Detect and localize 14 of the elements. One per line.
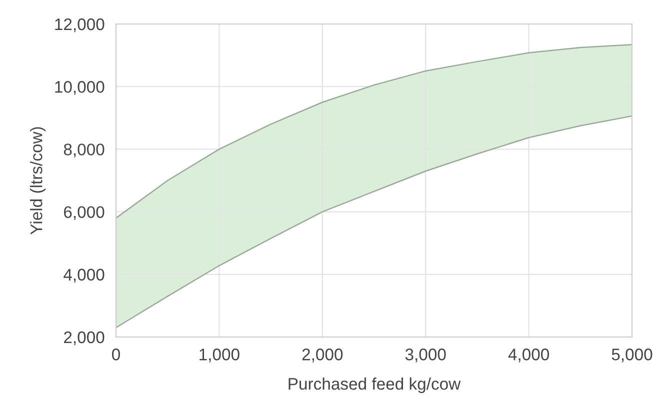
x-tick-label: 1,000 [200,348,240,362]
x-tick-label: 0 [112,348,120,360]
x-tick-label: 4,000 [508,348,550,362]
y-tick-label: 4,000 [64,268,104,283]
y-tick-label: 8,000 [64,144,104,158]
x-tick-label: 5,000 [612,348,652,362]
y-tick-label: 2,000 [64,331,104,346]
y-tick-label: 10,000 [55,81,104,95]
y-tick-label: 12,000 [55,18,104,32]
y-tick-label: 6,000 [64,206,104,220]
x-tick-label: 2,000 [302,348,343,362]
x-tick-label: 3,000 [405,348,446,362]
y-axis-title: Yield (ltrs/cow) [30,127,46,234]
x-axis-title: Purchased feed kg/cow [288,378,461,394]
